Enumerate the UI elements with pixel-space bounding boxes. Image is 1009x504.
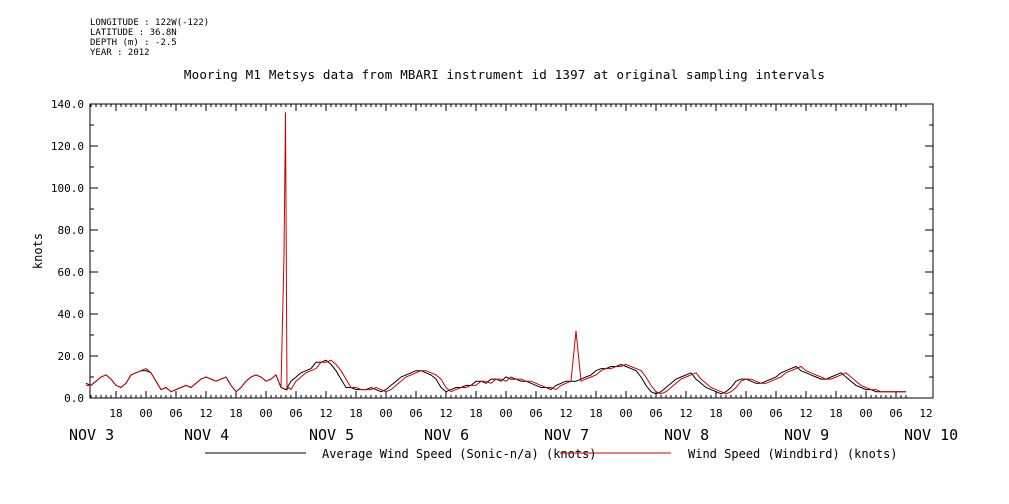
x-tick-label: 06 xyxy=(289,407,302,420)
x-day-label: NOV 3 xyxy=(69,426,114,444)
legend-label-average: Average Wind Speed (Sonic-n/a) (knots) xyxy=(322,447,597,461)
legend-label-windbird: Wind Speed (Windbird) (knots) xyxy=(688,447,898,461)
x-tick-label: 18 xyxy=(229,407,242,420)
x-tick-label: 12 xyxy=(199,407,212,420)
y-tick-label: 40.0 xyxy=(58,308,85,321)
latitude-text: LATITUDE : 36.8N xyxy=(90,28,177,38)
x-tick-label: 12 xyxy=(679,407,692,420)
longitude-text: LONGITUDE : 122W(-122) xyxy=(90,18,210,28)
x-tick-label: 12 xyxy=(799,407,812,420)
x-tick-label: 06 xyxy=(409,407,422,420)
x-tick-label: 12 xyxy=(439,407,452,420)
chart-title: Mooring M1 Metsys data from MBARI instru… xyxy=(183,67,826,82)
y-tick-label: 100.0 xyxy=(51,182,84,195)
series-average-wind-line xyxy=(85,359,906,395)
x-tick-label: 12 xyxy=(559,407,572,420)
legend: Average Wind Speed (Sonic-n/a) (knots) W… xyxy=(205,447,898,461)
x-tick-label: 12 xyxy=(919,407,932,420)
year-text: YEAR : 2012 xyxy=(90,48,150,58)
x-tick-label: 00 xyxy=(139,407,152,420)
x-tick-label: 06 xyxy=(529,407,542,420)
x-tick-label: 00 xyxy=(259,407,272,420)
y-axis: 0.0 20.0 40.0 60.0 80.0 100.0 120.0 140.0 xyxy=(51,98,933,405)
x-tick-label: 06 xyxy=(889,407,902,420)
y-tick-label: 0.0 xyxy=(64,392,84,405)
x-day-label: NOV 6 xyxy=(424,426,469,444)
y-axis-label: knots xyxy=(31,233,45,269)
y-tick-label: 20.0 xyxy=(58,350,85,363)
x-tick-label: 00 xyxy=(739,407,752,420)
x-tick-label: 06 xyxy=(169,407,182,420)
x-day-label: NOV 4 xyxy=(184,426,229,444)
x-tick-label: 00 xyxy=(379,407,392,420)
x-tick-label: 18 xyxy=(469,407,482,420)
x-tick-label: 18 xyxy=(709,407,722,420)
x-tick-label: 00 xyxy=(619,407,632,420)
x-day-label: NOV 10 xyxy=(904,426,958,444)
x-tick-label: 18 xyxy=(109,407,122,420)
series-windbird-line xyxy=(86,112,906,395)
x-tick-label: 00 xyxy=(859,407,872,420)
y-tick-label: 80.0 xyxy=(58,224,85,237)
x-tick-label: 18 xyxy=(829,407,842,420)
x-day-label: NOV 9 xyxy=(784,426,829,444)
x-tick-label: 18 xyxy=(589,407,602,420)
series-layer xyxy=(85,112,906,395)
y-tick-label: 120.0 xyxy=(51,140,84,153)
plot-frame xyxy=(89,103,934,399)
metadata-block: LONGITUDE : 122W(-122) LATITUDE : 36.8N … xyxy=(90,18,209,58)
x-day-label: NOV 5 xyxy=(309,426,354,444)
depth-text: DEPTH (m) : -2.5 xyxy=(90,38,177,48)
x-tick-label: 06 xyxy=(769,407,782,420)
x-tick-label: 12 xyxy=(319,407,332,420)
x-tick-label: 18 xyxy=(349,407,362,420)
x-tick-label: 00 xyxy=(499,407,512,420)
x-day-label: NOV 7 xyxy=(544,426,589,444)
x-axis: 18 00 06 12 18 00 06 12 18 00 06 12 18 00 06 12 18 00 06 12… xyxy=(69,104,958,444)
x-day-label: NOV 8 xyxy=(664,426,709,444)
x-tick-label: 06 xyxy=(649,407,662,420)
y-tick-label: 60.0 xyxy=(58,266,85,279)
y-tick-label: 140.0 xyxy=(51,98,84,111)
